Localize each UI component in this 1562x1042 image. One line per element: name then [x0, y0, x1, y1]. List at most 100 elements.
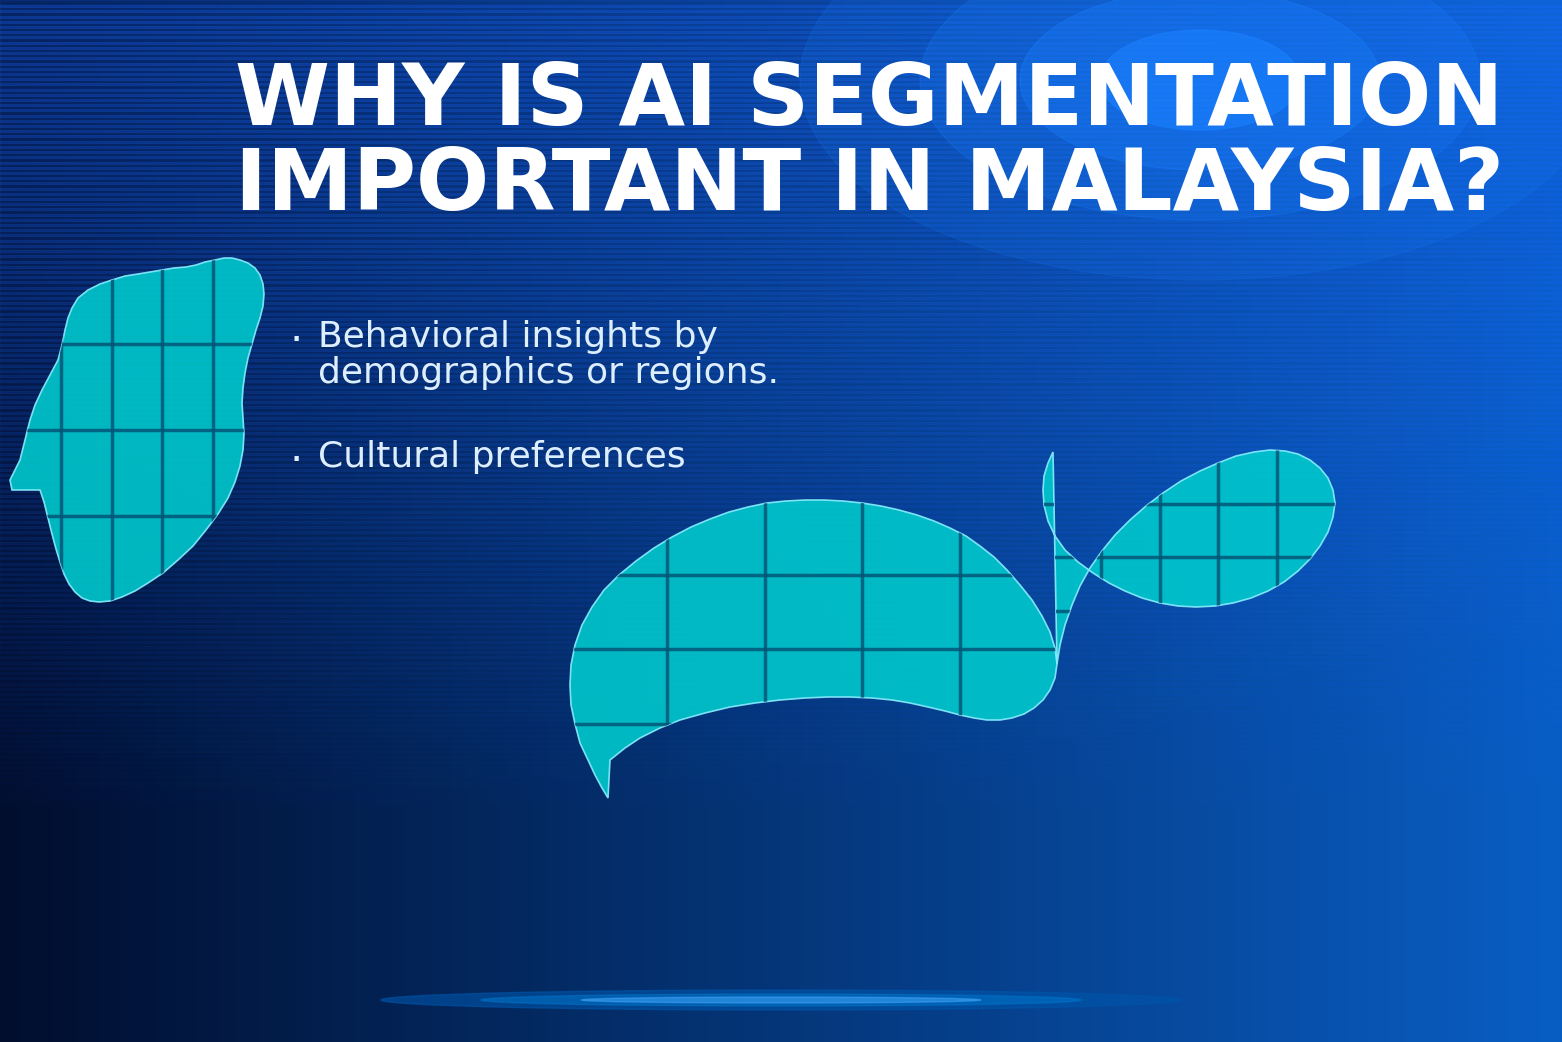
Bar — [0, 490, 1562, 497]
Bar — [765, 0, 773, 1042]
Bar — [5, 0, 12, 1042]
Bar — [62, 0, 70, 1042]
Bar — [922, 0, 929, 1042]
Bar — [1073, 0, 1079, 1042]
Bar — [812, 0, 820, 1042]
Bar — [0, 115, 1562, 122]
Bar — [505, 0, 512, 1042]
Bar — [0, 31, 1562, 39]
Bar — [484, 0, 492, 1042]
Bar — [1167, 0, 1173, 1042]
Bar — [0, 162, 1562, 169]
Bar — [0, 594, 1562, 601]
Bar — [42, 0, 48, 1042]
Bar — [0, 313, 1562, 320]
Bar — [136, 0, 142, 1042]
Bar — [473, 0, 481, 1042]
Text: ·: · — [291, 320, 303, 362]
Bar — [276, 0, 283, 1042]
Bar — [0, 141, 1562, 148]
Bar — [1421, 0, 1429, 1042]
Bar — [0, 94, 1562, 101]
Bar — [73, 0, 80, 1042]
Bar — [719, 0, 726, 1042]
Bar — [411, 0, 419, 1042]
Bar — [911, 0, 918, 1042]
Bar — [864, 0, 872, 1042]
Bar — [1172, 0, 1179, 1042]
Bar — [0, 714, 1562, 721]
Bar — [1535, 0, 1543, 1042]
Bar — [0, 52, 1562, 59]
Bar — [0, 677, 1562, 685]
Bar — [703, 0, 711, 1042]
Bar — [776, 0, 783, 1042]
Bar — [578, 0, 586, 1042]
Bar — [0, 667, 1562, 674]
Ellipse shape — [381, 990, 1181, 1010]
Bar — [339, 0, 345, 1042]
Bar — [0, 589, 1562, 596]
Bar — [0, 735, 1562, 742]
Bar — [594, 0, 601, 1042]
Bar — [958, 0, 965, 1042]
Bar — [0, 479, 1562, 487]
Bar — [152, 0, 158, 1042]
Bar — [0, 448, 1562, 455]
Bar — [901, 0, 908, 1042]
Bar — [0, 375, 1562, 382]
Bar — [0, 584, 1562, 591]
Bar — [1526, 0, 1532, 1042]
Bar — [0, 485, 1562, 492]
Bar — [177, 0, 184, 1042]
Bar — [1354, 0, 1361, 1042]
Bar — [0, 495, 1562, 502]
Bar — [78, 0, 86, 1042]
Bar — [0, 198, 1562, 205]
Bar — [1161, 0, 1168, 1042]
Bar — [480, 0, 486, 1042]
Bar — [1426, 0, 1434, 1042]
Bar — [745, 0, 751, 1042]
Bar — [667, 0, 673, 1042]
Bar — [0, 537, 1562, 544]
Bar — [0, 177, 1562, 184]
Bar — [729, 0, 736, 1042]
Bar — [1176, 0, 1184, 1042]
Bar — [0, 568, 1562, 575]
Bar — [0, 125, 1562, 132]
Bar — [0, 193, 1562, 200]
Bar — [422, 0, 430, 1042]
Bar — [500, 0, 508, 1042]
Bar — [1504, 0, 1512, 1042]
Bar — [0, 328, 1562, 336]
Bar — [208, 0, 216, 1042]
Bar — [0, 656, 1562, 664]
Bar — [0, 21, 1562, 28]
Bar — [0, 99, 1562, 106]
Bar — [0, 5, 1562, 13]
Bar — [1011, 0, 1017, 1042]
Bar — [1109, 0, 1117, 1042]
Bar — [286, 0, 294, 1042]
Bar — [495, 0, 501, 1042]
Bar — [1312, 0, 1320, 1042]
Bar — [531, 0, 539, 1042]
Bar — [0, 182, 1562, 190]
Bar — [1364, 0, 1371, 1042]
Bar — [0, 474, 1562, 481]
Bar — [937, 0, 945, 1042]
Bar — [94, 0, 102, 1042]
Ellipse shape — [1100, 30, 1300, 130]
Bar — [0, 672, 1562, 679]
Bar — [0, 156, 1562, 164]
Bar — [1114, 0, 1122, 1042]
Bar — [437, 0, 445, 1042]
Bar — [629, 0, 637, 1042]
Bar — [203, 0, 211, 1042]
Bar — [0, 391, 1562, 398]
Bar — [83, 0, 91, 1042]
Bar — [879, 0, 887, 1042]
Bar — [0, 458, 1562, 466]
Bar — [31, 0, 39, 1042]
